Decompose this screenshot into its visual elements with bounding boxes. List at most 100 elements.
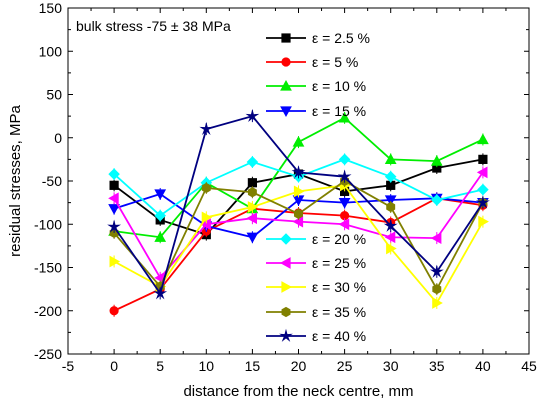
legend-label: ε = 10 %	[312, 78, 366, 94]
legend-item: ε = 5 %	[266, 54, 358, 70]
data-point	[383, 218, 398, 232]
x-tick-label: 5	[156, 358, 164, 374]
y-tick-label: -100	[34, 216, 62, 232]
data-point	[477, 183, 489, 196]
x-tick-label: 40	[475, 358, 491, 374]
x-tick-label: 25	[337, 358, 353, 374]
data-point	[338, 198, 351, 209]
data-point	[292, 136, 305, 147]
legend-item: ε = 20 %	[266, 231, 366, 247]
legend-item: ε = 15 %	[266, 103, 366, 119]
legend-marker	[280, 106, 292, 118]
legend-label: ε = 35 %	[312, 304, 366, 320]
data-point	[291, 165, 306, 179]
legend-label: ε = 25 %	[312, 255, 366, 271]
data-point	[247, 201, 259, 213]
data-point	[430, 155, 443, 166]
y-tick-label: 150	[39, 0, 63, 16]
data-point	[386, 242, 397, 255]
y-tick-label: -150	[34, 260, 62, 276]
x-tick-label: 30	[383, 358, 399, 374]
y-tick-label: 100	[39, 43, 63, 59]
data-point	[384, 195, 397, 207]
bulk-stress-annotation: bulk stress -75 ± 38 MPa	[76, 18, 231, 34]
legend-label: ε = 20 %	[312, 231, 366, 247]
x-tick-label: 10	[199, 358, 215, 374]
y-tick-label: 0	[54, 130, 62, 146]
data-point	[386, 201, 396, 213]
data-point	[294, 208, 303, 220]
data-point	[338, 218, 350, 231]
data-point	[246, 212, 258, 225]
data-point	[431, 194, 443, 206]
x-tick-label: -5	[62, 358, 75, 374]
x-tick-label: 20	[291, 358, 307, 374]
legend-label: ε = 5 %	[312, 54, 358, 70]
legend-label: ε = 40 %	[312, 328, 366, 344]
x-axis-title: distance from the neck centre, mm	[183, 383, 413, 400]
legend-item: ε = 2.5 %	[266, 30, 370, 46]
data-point	[338, 111, 351, 123]
legend-marker	[281, 281, 293, 293]
data-point	[246, 232, 259, 244]
series-8	[107, 108, 490, 300]
legend-marker	[279, 257, 291, 269]
data-point	[430, 232, 442, 244]
legend-item: ε = 35 %	[266, 304, 366, 320]
legend-marker	[281, 33, 291, 43]
data-point	[245, 108, 260, 122]
legend-marker	[280, 233, 292, 245]
data-point	[478, 215, 489, 228]
legend-item: ε = 30 %	[266, 279, 366, 295]
legend-marker	[281, 57, 291, 67]
data-point	[293, 185, 305, 198]
legend-item: ε = 25 %	[266, 255, 366, 271]
data-point	[477, 133, 489, 145]
data-point	[247, 187, 257, 198]
data-point	[384, 153, 397, 164]
data-point	[247, 178, 257, 188]
series-layer	[107, 108, 490, 317]
plot-area: -5 0 5 10 15 20 25 30 35 40 45-250-200-150-100-500…	[34, 0, 537, 374]
data-point	[384, 170, 397, 183]
y-tick-label: 50	[46, 87, 62, 103]
data-point	[108, 168, 120, 180]
y-axis-title: residual stresses, MPa	[7, 104, 24, 256]
data-point	[429, 264, 444, 278]
legend-marker	[280, 79, 292, 91]
data-point	[109, 306, 119, 316]
data-point	[107, 219, 121, 233]
legend: ε = 2.5 % ε = 5 % ε = 10 % ε = 15 % ε = 20 %…	[266, 30, 370, 344]
y-tick-label: -200	[34, 303, 62, 319]
data-point	[199, 121, 214, 135]
data-point	[476, 195, 490, 209]
x-tick-label: 15	[245, 358, 261, 374]
data-point	[109, 255, 121, 268]
legend-marker	[281, 306, 291, 318]
x-tick-label: 45	[521, 358, 537, 374]
data-point	[246, 156, 259, 168]
legend-label: ε = 15 %	[312, 103, 366, 119]
series-5	[108, 166, 488, 284]
legend-label: ε = 2.5 %	[312, 30, 370, 46]
x-tick-label: 0	[110, 358, 118, 374]
x-tick-label: 35	[429, 358, 445, 374]
legend-item: ε = 10 %	[266, 78, 366, 94]
data-point	[476, 166, 488, 179]
data-point	[337, 169, 352, 183]
legend-label: ε = 30 %	[312, 279, 366, 295]
data-point	[154, 189, 167, 201]
data-point	[154, 231, 167, 242]
data-point	[108, 192, 119, 205]
data-point	[432, 297, 443, 309]
legend-marker	[279, 328, 293, 342]
data-point	[109, 180, 119, 190]
data-point	[201, 182, 211, 194]
data-point	[154, 209, 166, 222]
axis-ticks: -5 0 5 10 15 20 25 30 35 40 45-250-200-150-100-500…	[34, 0, 537, 374]
data-point	[108, 204, 120, 215]
legend-item: ε = 40 %	[266, 328, 366, 344]
data-point	[153, 286, 168, 300]
data-point	[384, 231, 396, 244]
data-point	[338, 153, 351, 166]
